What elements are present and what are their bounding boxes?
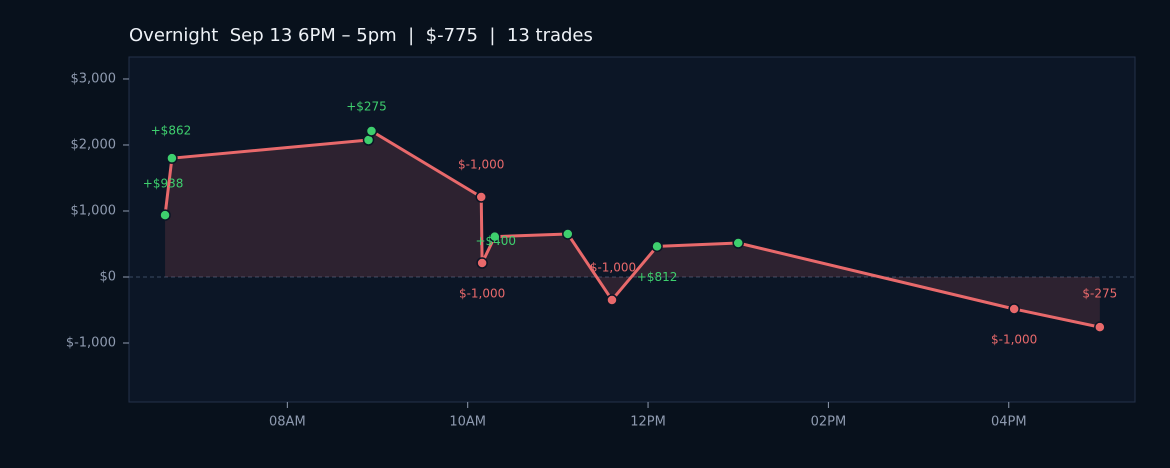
marker	[159, 209, 171, 221]
marker	[166, 152, 178, 164]
x-tick-label: 04PM	[991, 415, 1027, 430]
plot-area	[128, 56, 1136, 403]
marker	[651, 240, 663, 253]
marker	[732, 237, 744, 249]
marker	[365, 125, 378, 137]
y-tick-label: $-1,000	[66, 335, 116, 350]
y-tick-label: $2,000	[71, 137, 117, 152]
x-tick-label: 10AM	[449, 415, 486, 430]
marker	[475, 191, 487, 203]
trade-label: +$400	[475, 234, 516, 248]
marker	[606, 294, 618, 306]
y-tick-label: $3,000	[71, 71, 117, 86]
marker	[562, 228, 574, 240]
y-tick-label: $1,000	[71, 203, 117, 218]
y-tick-label: $0	[99, 269, 116, 284]
marker	[476, 257, 488, 269]
x-tick-label: 12PM	[630, 415, 666, 430]
trade-label: $-1,000	[459, 286, 505, 300]
marker	[1008, 303, 1020, 315]
trade-label: +$275	[346, 100, 387, 114]
trade-label: $-1,000	[458, 157, 504, 171]
chart-title: Overnight Sep 13 6PM – 5pm | $-775 | 13 …	[129, 25, 593, 46]
marker	[489, 230, 501, 243]
x-tick-label: 08AM	[269, 415, 306, 430]
area	[165, 130, 1100, 328]
trade-label: +$812	[637, 270, 678, 284]
trade-label: $-1,000	[590, 260, 636, 274]
x-tick-label: 02PM	[811, 415, 847, 430]
trade-label: $-275	[1082, 287, 1117, 301]
trade-label: +$862	[151, 124, 192, 138]
trade-label: +$938	[143, 177, 184, 191]
marker	[1094, 321, 1106, 333]
trade-label: $-1,000	[991, 333, 1037, 347]
